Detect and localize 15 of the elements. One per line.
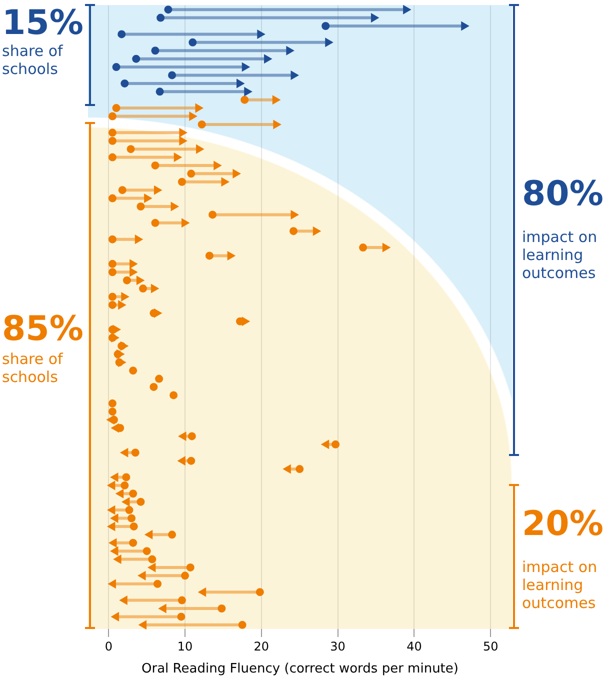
- text: 20%: [522, 504, 604, 544]
- text: 15%: [2, 3, 84, 43]
- x-tick-label: 40: [406, 639, 422, 654]
- x-tick-label: 10: [177, 639, 193, 654]
- x-tick-label: 50: [482, 639, 498, 654]
- text: share of schools: [2, 42, 64, 78]
- x-tick-label: 30: [330, 639, 346, 654]
- text: impact on learning outcomes: [522, 228, 598, 282]
- text: share of schools: [2, 350, 64, 386]
- text: 85%: [2, 309, 84, 349]
- x-tick-label: 0: [104, 639, 112, 654]
- text: impact on learning outcomes: [522, 558, 598, 612]
- x-tick-label: 20: [254, 639, 270, 654]
- text: 80%: [522, 174, 604, 214]
- x-axis-title: Oral Reading Fluency (correct words per minute): [142, 662, 458, 677]
